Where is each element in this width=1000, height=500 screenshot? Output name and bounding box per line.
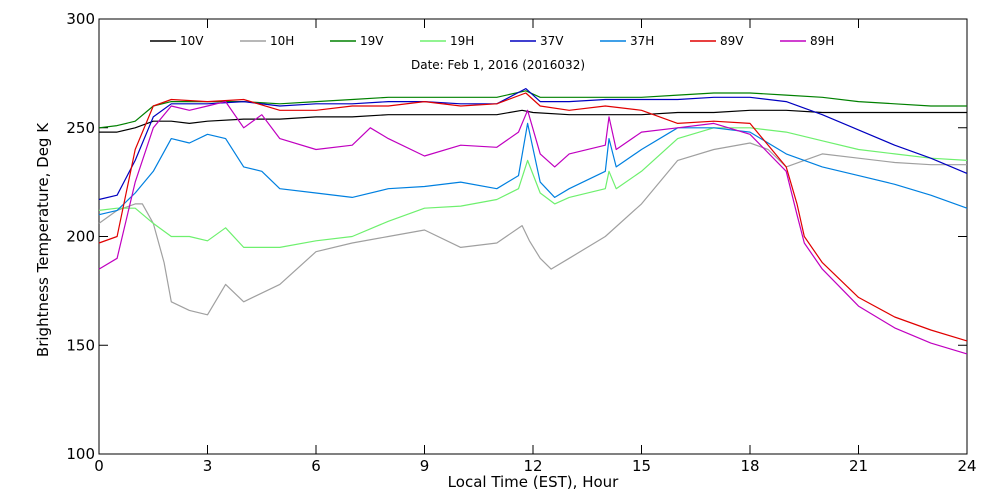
series-line-10h	[98, 142, 967, 316]
x-tick-label: 6	[311, 457, 321, 475]
y-tick-label: 300	[66, 10, 95, 28]
x-tick-label: 9	[420, 457, 430, 475]
series-line-89v	[98, 92, 968, 342]
x-axis-title: Local Time (EST), Hour	[448, 473, 619, 491]
y-tick-label: 200	[66, 228, 95, 246]
y-tick-label: 100	[66, 445, 95, 463]
legend-label-89h: 89H	[810, 34, 834, 48]
x-tick-label: 15	[632, 457, 651, 475]
legend: 10V 10H 19V 19H 37V 37H 89V 89H	[150, 34, 834, 48]
series-line-89h	[98, 100, 968, 355]
legend-label-19v: 19V	[360, 34, 384, 48]
legend-label-37h: 37H	[630, 34, 654, 48]
legend-label-10h: 10H	[270, 34, 294, 48]
chart-subtitle: Date: Feb 1, 2016 (2016032)	[411, 58, 585, 72]
legend-label-89v: 89V	[720, 34, 744, 48]
series-line-19h	[98, 127, 968, 248]
plot-area-frame	[98, 18, 968, 455]
series-line-37h	[98, 122, 968, 216]
legend-label-37v: 37V	[540, 34, 564, 48]
y-axis-title: Brightness Temperature, Deg K	[34, 122, 52, 357]
x-tick-label: 18	[740, 457, 759, 475]
x-tick-label: 3	[203, 457, 213, 475]
legend-label-19h: 19H	[450, 34, 474, 48]
series-line-10v	[99, 109, 967, 133]
x-tick-label: 24	[957, 457, 976, 475]
x-tick-label: 0	[94, 457, 104, 475]
x-tick-label: 21	[849, 457, 868, 475]
series-line-37v	[98, 87, 968, 201]
legend-label-10v: 10V	[180, 34, 204, 48]
x-tick-label: 12	[523, 457, 542, 475]
series-layer	[98, 87, 968, 355]
y-tick-label: 250	[66, 119, 95, 137]
axis-ticks: 0 3 6 9 12 15 18 21 24 100 150 200 250 300	[66, 10, 976, 475]
y-tick-label: 150	[66, 336, 95, 354]
series-line-19v	[98, 90, 967, 129]
